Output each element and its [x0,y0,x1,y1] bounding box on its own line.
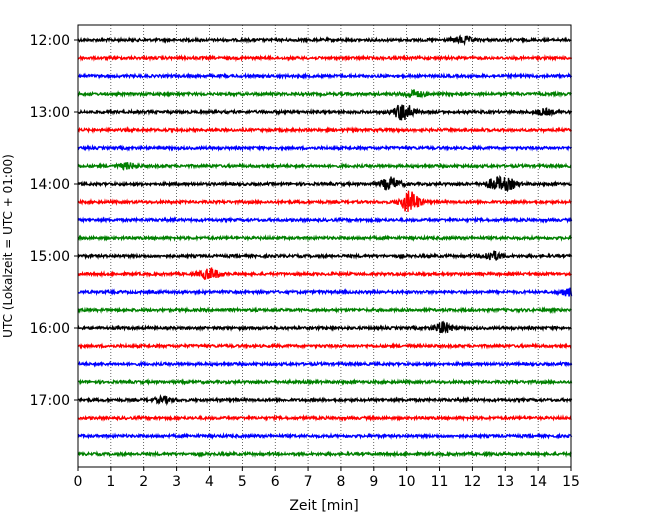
x-tick-label: 1 [106,474,115,490]
trace-line [77,104,573,121]
trace-line [77,53,573,63]
trace-line [77,71,573,80]
trace-line [77,144,573,152]
trace-line [77,190,572,212]
trace-line [77,175,573,193]
x-tick-label: 3 [172,474,181,490]
x-tick-label: 11 [431,474,449,490]
trace-line [77,306,572,315]
x-axis-ticks: 0 1 2 3 4 5 6 7 8 9 10 11 12 13 14 15 [74,467,580,490]
trace-line [77,287,573,297]
y-tick-label: 12:00 [30,33,70,49]
x-tick-label: 14 [529,474,547,490]
seismogram-traces [77,34,573,459]
trace-line [77,377,573,387]
x-tick-label: 9 [369,474,378,490]
y-axis-ticks: 12:00 13:00 14:00 15:00 16:00 17:00 [30,33,78,409]
x-tick-label: 6 [271,474,280,490]
x-axis-label: Zeit [min] [289,498,358,514]
trace-line [77,250,573,261]
y-tick-label: 15:00 [30,249,70,265]
trace-line [77,162,572,171]
trace-line [77,234,573,242]
trace-line [77,267,573,281]
trace-line [77,126,573,135]
x-tick-label: 7 [304,474,313,490]
trace-line [77,215,573,224]
x-tick-label: 10 [398,474,416,490]
y-tick-label: 13:00 [30,105,70,121]
x-tick-label: 8 [336,474,345,490]
plot-frame [77,24,572,468]
y-tick-label: 16:00 [30,321,70,337]
trace-line [77,34,572,47]
trace-line [77,320,572,334]
x-tick-label: 4 [205,474,214,490]
trace-line [77,88,573,99]
trace-line [77,359,573,369]
y-tick-label: 17:00 [30,393,70,409]
trace-line [77,413,572,422]
trace-line [77,342,572,350]
x-tick-label: 15 [562,474,580,490]
trace-line [77,432,573,440]
x-tick-label: 0 [74,474,83,490]
y-axis-label: UTC (Lokalzeit = UTC + 01:00) [1,154,15,338]
x-tick-label: 13 [496,474,514,490]
y-tick-label: 14:00 [30,177,70,193]
x-tick-label: 2 [139,474,148,490]
trace-line [77,394,573,407]
x-tick-label: 12 [463,474,481,490]
trace-line [77,450,572,459]
x-tick-label: 5 [238,474,247,490]
